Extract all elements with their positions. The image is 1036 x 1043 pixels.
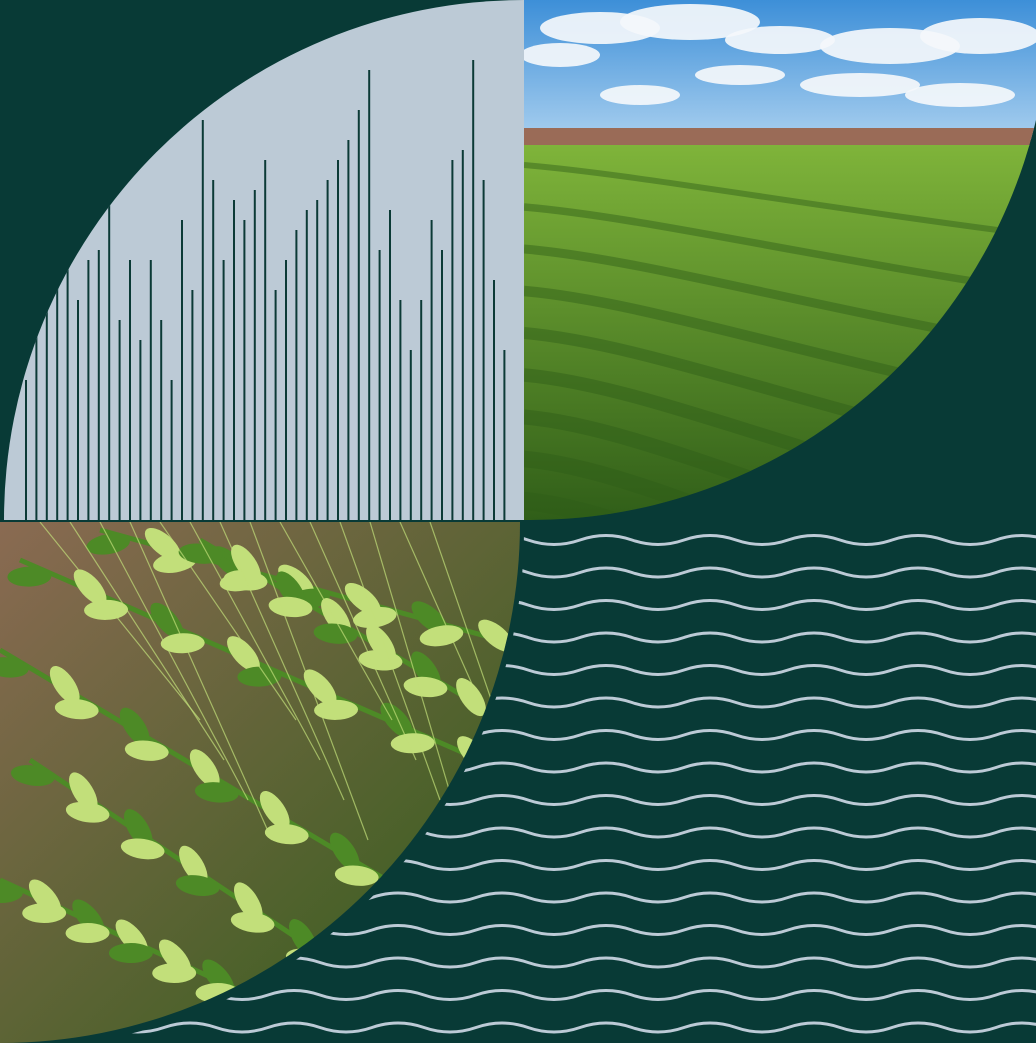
wheat-awn: [219, 522, 345, 801]
wheat-grain: [403, 676, 448, 698]
wheat-grain: [0, 883, 23, 904]
wheat-grain: [456, 678, 486, 717]
wheat-grain: [478, 619, 515, 652]
wheat-awn: [129, 522, 273, 841]
wheat-grain: [54, 698, 99, 720]
wheat-grain: [380, 702, 414, 739]
wheat-grain: [124, 740, 169, 761]
wheat-grain: [86, 533, 130, 555]
wheat-awn: [99, 522, 249, 801]
wheat-grain: [152, 963, 197, 984]
wheat-awn: [309, 522, 417, 761]
wheat-grain: [411, 601, 448, 634]
wheat-awn: [279, 522, 393, 721]
wave-line: [85, 989, 1036, 1001]
wheat-grain: [84, 599, 129, 620]
field-row: [524, 492, 1036, 521]
wheat-grain: [237, 666, 282, 687]
wheat-grain: [22, 903, 67, 924]
field-row: [524, 409, 1036, 521]
cloud: [905, 83, 1015, 107]
wheat-grain: [314, 699, 359, 720]
field-row: [524, 162, 1036, 238]
wheat-grain: [124, 809, 153, 849]
wheat-grain: [329, 832, 360, 871]
cloud: [920, 18, 1036, 54]
wheat-awn: [69, 522, 225, 761]
wheat-grain: [49, 665, 80, 705]
wheat-grain: [344, 582, 381, 616]
wheat-grain: [65, 923, 110, 944]
field-row: [524, 203, 1036, 295]
wheat-grain: [108, 943, 153, 964]
wheat-grain: [160, 633, 205, 654]
wheat-grain: [73, 569, 107, 605]
wheat-grain: [119, 707, 150, 746]
wheat-awn: [159, 522, 297, 721]
bar-lines: [25, 60, 506, 520]
wheat-grain: [264, 823, 309, 845]
cloud: [600, 85, 680, 105]
wheat-awn: [339, 522, 441, 801]
wheat-grain: [334, 865, 379, 886]
town-skyline: [524, 128, 1036, 146]
wheat-awn: [399, 522, 489, 721]
wheat-grain: [10, 765, 55, 786]
wheat-grain: [65, 801, 110, 823]
wheat-grain: [189, 749, 220, 788]
wheat-grain: [390, 733, 435, 754]
cloud: [620, 4, 760, 40]
wheat-awn: [189, 522, 321, 761]
cloud: [695, 65, 785, 85]
wheat-awn: [249, 522, 369, 841]
wheat-grain: [303, 669, 337, 705]
clouds: [524, 4, 1036, 107]
wheat-grain: [178, 543, 223, 564]
wheat-grain: [234, 882, 263, 922]
wheat-grain: [7, 566, 52, 587]
wheat-grain: [120, 838, 165, 860]
wheat-grain: [230, 911, 275, 933]
wave-line: [85, 1021, 1036, 1034]
cloud: [524, 43, 600, 67]
cloud: [725, 26, 835, 54]
wheat-grain: [259, 790, 290, 830]
wheat-grain: [150, 602, 184, 639]
wheat-grain: [0, 657, 29, 678]
wheat-grain: [194, 782, 239, 803]
wheat-grain: [227, 636, 260, 672]
wheat-grain: [144, 527, 181, 561]
wheat-grain: [179, 845, 208, 885]
wheat-grain: [175, 875, 220, 896]
wheat-grain: [69, 772, 98, 812]
wheat-awn: [39, 522, 201, 721]
cloud: [800, 73, 920, 97]
